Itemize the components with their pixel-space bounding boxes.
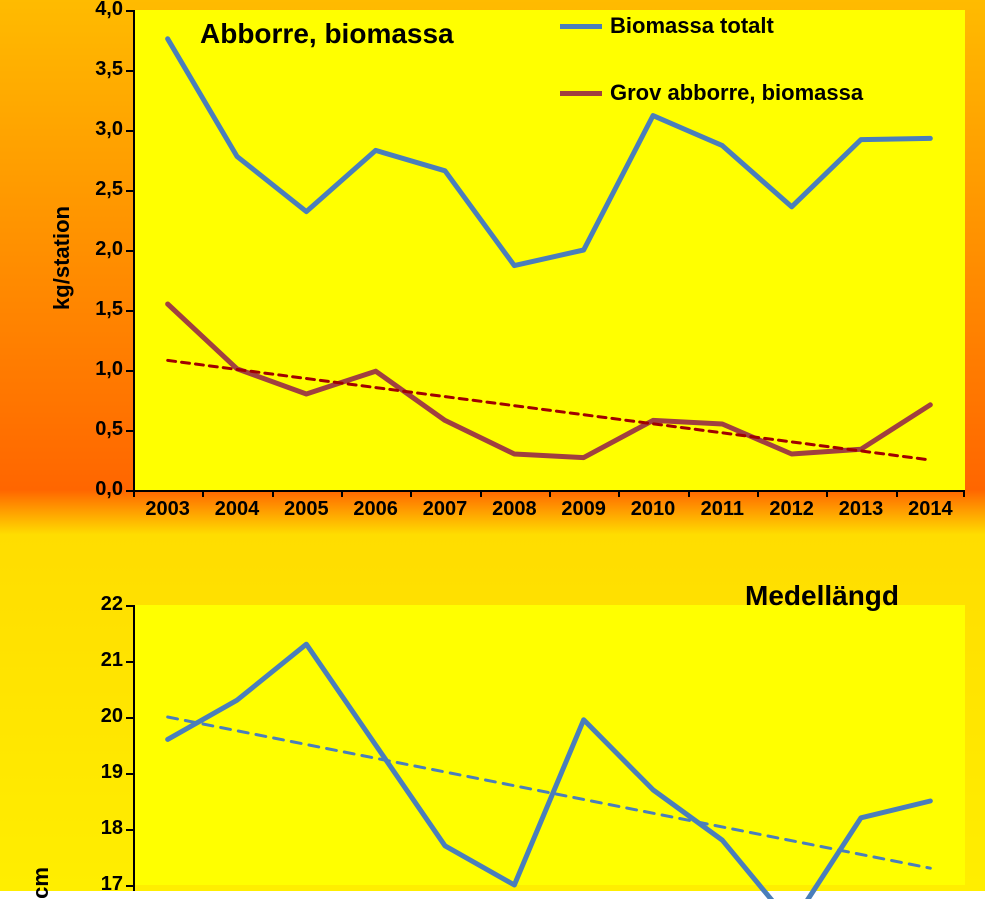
top-xtick-mark [341, 490, 343, 497]
top-ytick-mark [126, 130, 133, 132]
top-ytick-mark [126, 10, 133, 12]
top-xtick-label: 2003 [145, 498, 190, 521]
bottom-ytick-label: 21 [83, 649, 123, 672]
top-xtick-mark [688, 490, 690, 497]
top-xtick-label: 2007 [423, 498, 468, 521]
top-xtick-label: 2010 [631, 498, 676, 521]
bottom-ytick-label: 20 [83, 705, 123, 728]
bottom-ytick-mark [126, 605, 133, 607]
chart-container: kg/station Abborre, biomassa Biomassa to… [0, 0, 985, 891]
bottom-ytick-mark [126, 717, 133, 719]
top-xtick-mark [133, 490, 135, 497]
bottom-ytick-label: 19 [83, 761, 123, 784]
bottom-chart-ylabel: cm [28, 867, 54, 899]
top-ytick-mark [126, 310, 133, 312]
top-xtick-label: 2013 [839, 498, 884, 521]
top-xtick-label: 2006 [353, 498, 398, 521]
bottom-ytick-label: 17 [83, 873, 123, 896]
top-xtick-mark [896, 490, 898, 497]
top-chart-ylabel: kg/station [49, 206, 75, 310]
top-ytick-label: 1,0 [83, 358, 123, 381]
bottom-ytick-mark [126, 829, 133, 831]
top-xtick-label: 2009 [561, 498, 606, 521]
top-xtick-mark [272, 490, 274, 497]
top-xtick-label: 2005 [284, 498, 329, 521]
bottom-ytick-label: 22 [83, 593, 123, 616]
top-xtick-label: 2011 [701, 498, 744, 521]
top-ytick-label: 0,0 [83, 478, 123, 501]
top-xtick-mark [202, 490, 204, 497]
bottom-ytick-mark [126, 885, 133, 887]
top-chart-svg [133, 10, 965, 490]
top-ytick-label: 3,0 [83, 118, 123, 141]
top-xtick-label: 2014 [908, 498, 953, 521]
top-ytick-mark [126, 490, 133, 492]
top-xtick-label: 2004 [215, 498, 260, 521]
bottom-chart-svg [133, 605, 965, 891]
top-ytick-label: 2,5 [83, 178, 123, 201]
top-xtick-label: 2012 [769, 498, 814, 521]
top-ytick-mark [126, 430, 133, 432]
bottom-ytick-label: 18 [83, 817, 123, 840]
top-xtick-label: 2008 [492, 498, 537, 521]
top-xtick-mark [480, 490, 482, 497]
top-xtick-mark [410, 490, 412, 497]
top-ytick-mark [126, 190, 133, 192]
top-xtick-mark [757, 490, 759, 497]
top-xtick-mark [826, 490, 828, 497]
bottom-ytick-mark [126, 661, 133, 663]
bottom-ytick-mark [126, 773, 133, 775]
top-ytick-label: 3,5 [83, 58, 123, 81]
top-xtick-mark [549, 490, 551, 497]
top-ytick-label: 1,5 [83, 298, 123, 321]
top-ytick-label: 0,5 [83, 418, 123, 441]
top-ytick-mark [126, 250, 133, 252]
top-ytick-label: 2,0 [83, 238, 123, 261]
top-xtick-mark [618, 490, 620, 497]
top-ytick-mark [126, 370, 133, 372]
top-ytick-label: 4,0 [83, 0, 123, 21]
top-ytick-mark [126, 70, 133, 72]
